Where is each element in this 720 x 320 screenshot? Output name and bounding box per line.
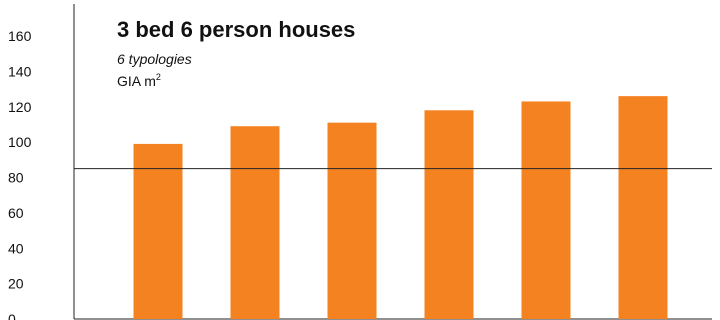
y-tick-label: 60 (8, 205, 24, 221)
chart-title: 3 bed 6 person houses (117, 17, 355, 42)
y-tick-label: 0 (8, 311, 16, 320)
y-tick-label: 100 (8, 134, 32, 150)
y-axis-ticks: 0 20 40 60 80 100 120 140 160 (8, 28, 32, 320)
bar (327, 122, 377, 319)
y-tick-label: 80 (8, 170, 24, 186)
bar (133, 143, 183, 319)
bars (133, 96, 668, 319)
chart-subtitle: 6 typologies (117, 51, 192, 67)
bar (618, 96, 668, 319)
y-unit-text: GIA m (117, 73, 156, 89)
y-tick-label: 160 (8, 28, 32, 44)
y-tick-label: 140 (8, 63, 32, 79)
y-unit-label: GIA m2 (117, 72, 161, 89)
y-tick-label: 20 (8, 276, 24, 292)
y-tick-label: 120 (8, 99, 32, 115)
bar (424, 110, 474, 319)
bar (521, 101, 571, 319)
y-unit-superscript: 2 (156, 72, 161, 82)
bar (230, 126, 280, 319)
y-tick-label: 40 (8, 240, 24, 256)
